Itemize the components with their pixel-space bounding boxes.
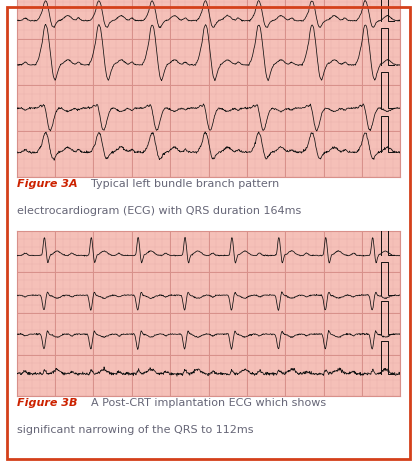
Text: A Post-CRT implantation ECG which shows: A Post-CRT implantation ECG which shows bbox=[91, 398, 327, 408]
Text: significant narrowing of the QRS to 112ms: significant narrowing of the QRS to 112m… bbox=[17, 425, 253, 435]
Text: Typical left bundle branch pattern: Typical left bundle branch pattern bbox=[91, 179, 280, 189]
Text: Figure 3B: Figure 3B bbox=[17, 398, 77, 408]
Text: Figure 3A: Figure 3A bbox=[17, 179, 77, 189]
Text: electrocardiogram (ECG) with QRS duration 164ms: electrocardiogram (ECG) with QRS duratio… bbox=[17, 206, 301, 216]
